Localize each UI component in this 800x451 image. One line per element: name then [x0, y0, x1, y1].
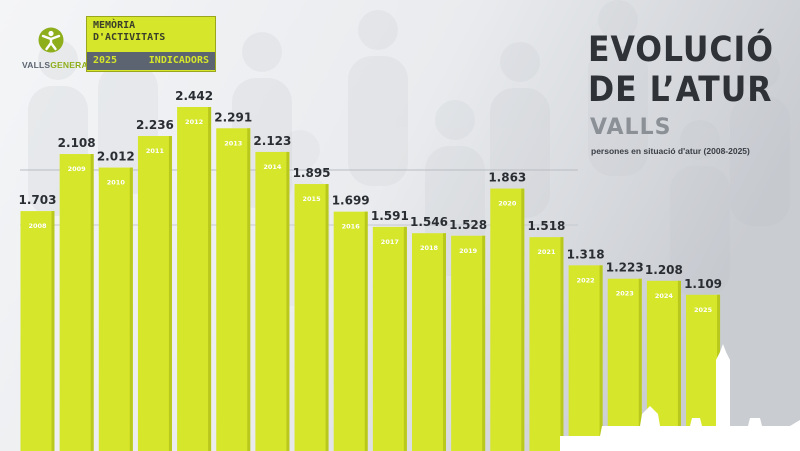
badge-line-2: D'ACTIVITATS: [93, 32, 166, 43]
bar-2020: [490, 188, 525, 451]
value-label: 1.591: [371, 209, 409, 223]
logo-wordmark: VALLSGENERA: [22, 60, 88, 70]
badge-line-1: MEMÒRIA: [93, 20, 136, 31]
year-label: 2024: [655, 292, 674, 300]
bar-2019: [451, 235, 486, 451]
bar-shade: [677, 280, 681, 451]
bar-shade: [286, 151, 290, 451]
value-label: 2.123: [253, 134, 291, 148]
bar-2009: [59, 154, 94, 451]
value-label: 1.863: [488, 171, 526, 185]
value-label: 2.108: [58, 136, 96, 150]
bar-shade: [482, 235, 486, 451]
bar-2022: [568, 265, 603, 451]
bar-shade: [208, 107, 212, 451]
person-silhouette: [588, 0, 648, 176]
bar-2023: [607, 278, 642, 451]
year-label: 2023: [616, 290, 634, 298]
year-label: 2020: [498, 200, 517, 208]
bar-shade: [51, 211, 55, 451]
skyline-silhouette: [560, 344, 800, 451]
bar-shade: [560, 237, 564, 451]
value-label: 2.442: [175, 89, 213, 103]
person-figure-icon: [38, 27, 64, 53]
bar-shade: [364, 211, 368, 451]
year-label: 2025: [694, 306, 713, 314]
badge-strip: [87, 52, 215, 70]
year-label: 2019: [459, 247, 478, 255]
person-silhouette: [670, 120, 730, 296]
value-label: 1.518: [527, 219, 565, 233]
bar-shade: [599, 265, 603, 451]
bar-2016: [333, 211, 368, 451]
value-label: 1.528: [449, 218, 487, 232]
year-label: 2022: [577, 276, 595, 284]
bar-shade: [90, 154, 94, 451]
bar-shade: [403, 226, 407, 451]
chart-title: EVOLUCIÓ DE L’ATUR: [588, 30, 774, 110]
value-label: 1.546: [410, 215, 448, 229]
bar-shade: [168, 136, 172, 451]
value-label: 1.703: [19, 193, 57, 207]
bar-shade: [638, 278, 642, 451]
badge-year: 2025: [93, 55, 118, 66]
bar-2011: [137, 136, 172, 451]
badge-section: INDICADORS: [148, 55, 209, 66]
year-label: 2018: [420, 244, 439, 252]
year-label: 2008: [28, 222, 47, 230]
value-label: 2.236: [136, 118, 174, 132]
bar-2010: [98, 167, 133, 451]
person-silhouette: [490, 42, 550, 218]
bar-shade: [129, 167, 133, 451]
bar-2012: [177, 107, 212, 451]
chart-subtitle: persones en situació d'atur (2008-2025): [591, 146, 750, 156]
location-label: VALLS: [590, 115, 672, 140]
year-label: 2021: [537, 248, 556, 256]
bar-2015: [294, 184, 329, 451]
valls-genera-logo: VALLSGENERA: [22, 27, 88, 70]
person-silhouette: [730, 50, 790, 226]
value-label: 2.012: [97, 150, 135, 164]
value-label: 1.223: [606, 261, 644, 275]
value-label: 1.208: [645, 263, 683, 277]
city-skyline-decoration: [560, 344, 800, 451]
title-line-1: EVOLUCIÓ: [588, 30, 774, 70]
value-label: 1.699: [332, 194, 370, 208]
year-label: 2009: [68, 165, 87, 173]
year-label: 2014: [263, 163, 282, 171]
value-label: 1.318: [567, 247, 605, 261]
year-label: 2013: [224, 139, 242, 147]
bar-2014: [255, 151, 290, 451]
value-label: 1.895: [293, 166, 331, 180]
year-label: 2011: [146, 147, 165, 155]
bars-group: 1.703 2008 2.108 2009 2.012 2010 2.236 2011 2.44…: [19, 89, 722, 451]
year-label: 2010: [107, 179, 126, 187]
year-label: 2016: [342, 223, 361, 231]
person-silhouette: [348, 10, 408, 186]
bar-shade: [325, 184, 329, 451]
title-line-2: DE L’ATUR: [588, 70, 773, 110]
report-badge: MEMÒRIA D'ACTIVITATS 2025 INDICADORS: [86, 16, 216, 72]
year-label: 2015: [303, 195, 322, 203]
bar-2018: [412, 233, 446, 451]
bar-shade: [443, 233, 446, 451]
bar-shade: [521, 188, 525, 451]
bar-2021: [529, 237, 564, 451]
value-label: 1.109: [684, 277, 722, 291]
year-label: 2012: [185, 118, 203, 126]
bar-2017: [372, 226, 407, 451]
bar-2008: [20, 211, 55, 451]
bar-shade: [247, 128, 251, 451]
year-label: 2017: [381, 238, 399, 246]
bar-2013: [216, 128, 251, 451]
value-label: 2.291: [214, 110, 252, 124]
